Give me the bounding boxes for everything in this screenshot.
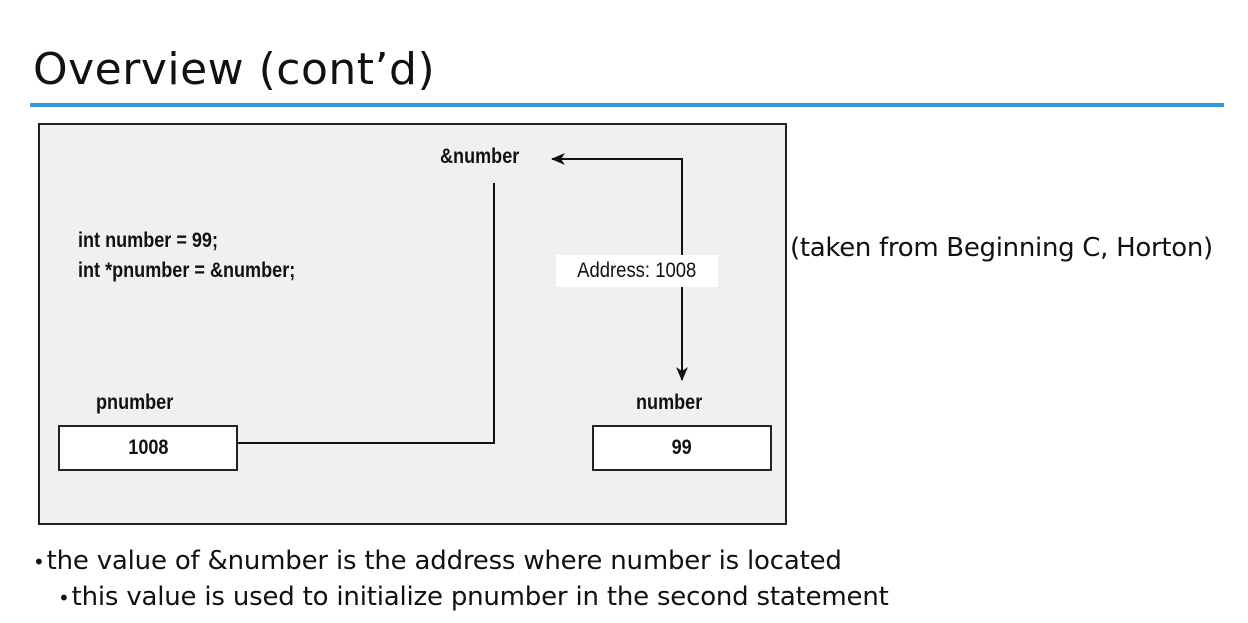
pointer-var-name: pnumber [96,391,174,414]
assign-arrow [201,183,495,449]
bullet-1: •the value of &number is the address whe… [33,546,842,576]
bullet-1-text: the value of &number is the address wher… [46,546,842,576]
pointer-var-box: 1008 [58,425,238,471]
target-var-box: 99 [592,425,772,471]
bullet-2-text: this value is used to initialize pnumber… [71,582,889,612]
target-var-name: number [636,391,703,414]
bullet-dot: • [58,586,70,610]
bullet-2: •this value is used to initialize pnumbe… [58,582,889,612]
code-line-2: int *pnumber = &number; [78,259,296,282]
pointer-var-value: 1008 [127,436,169,459]
target-var-value: 99 [671,436,693,459]
address-of-label: &number [440,145,520,168]
title-underline [30,103,1224,107]
slide-title: Overview (cont’d) [33,44,436,95]
code-line-1: int number = 99; [78,229,218,252]
bullet-dot: • [33,550,45,574]
pointer-diagram: int number = 99; int *pnumber = &number;… [38,123,787,525]
address-label-text: Address: 1008 [577,259,697,282]
figure-credit: (taken from Beginning C, Horton) [790,233,1213,263]
address-label: Address: 1008 [556,255,718,287]
